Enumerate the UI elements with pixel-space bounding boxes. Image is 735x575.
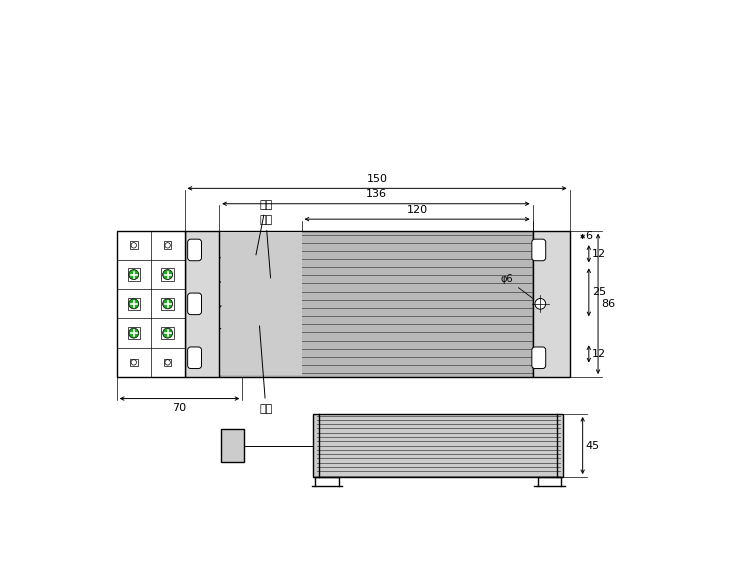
Bar <box>130 359 137 366</box>
Circle shape <box>162 328 173 338</box>
Text: φ6: φ6 <box>501 274 537 302</box>
Bar <box>128 327 140 339</box>
FancyBboxPatch shape <box>187 293 201 315</box>
Bar <box>220 430 244 462</box>
Text: 150: 150 <box>367 174 387 184</box>
Text: 45: 45 <box>586 440 600 451</box>
Bar <box>164 242 171 249</box>
Circle shape <box>129 270 139 279</box>
Text: 6: 6 <box>586 232 592 242</box>
FancyBboxPatch shape <box>532 239 545 260</box>
Text: 70: 70 <box>173 403 187 413</box>
Circle shape <box>162 299 173 309</box>
Circle shape <box>129 328 139 338</box>
Text: 25: 25 <box>592 288 606 297</box>
Bar <box>128 298 140 310</box>
Circle shape <box>162 270 173 279</box>
Bar <box>162 269 173 281</box>
Bar <box>117 231 184 377</box>
Bar <box>313 414 564 477</box>
Text: 12: 12 <box>592 249 606 259</box>
Bar <box>128 269 140 281</box>
FancyBboxPatch shape <box>187 347 201 369</box>
Bar <box>162 327 173 339</box>
FancyBboxPatch shape <box>532 347 545 369</box>
Text: 红线: 红线 <box>256 200 273 255</box>
Text: 黑线: 黑线 <box>259 326 273 413</box>
Bar <box>219 232 301 375</box>
Circle shape <box>535 298 545 309</box>
Bar <box>162 298 173 310</box>
Text: 120: 120 <box>406 205 428 214</box>
Bar <box>219 231 533 377</box>
Text: 86: 86 <box>601 299 615 309</box>
Bar <box>130 242 137 249</box>
Text: 黄线: 黄线 <box>259 215 273 278</box>
FancyBboxPatch shape <box>187 239 201 260</box>
Text: 12: 12 <box>592 349 606 359</box>
Bar <box>164 359 171 366</box>
Text: 136: 136 <box>365 189 387 199</box>
Bar <box>533 231 570 377</box>
Bar <box>184 231 219 377</box>
Circle shape <box>129 299 139 309</box>
